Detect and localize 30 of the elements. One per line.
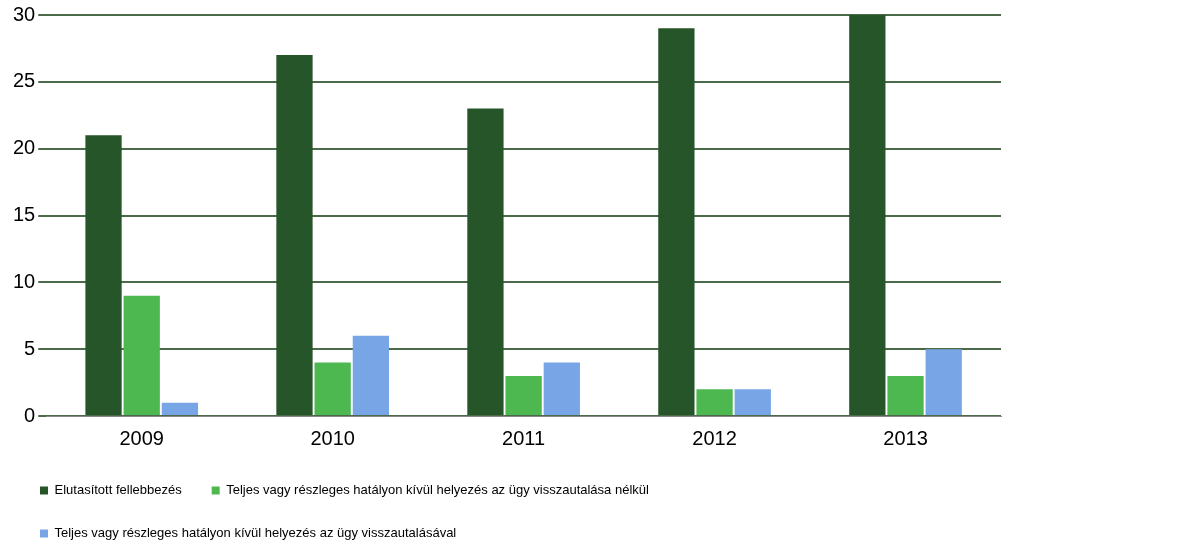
legend-label: Elutasított fellebbezés (54, 482, 183, 498)
x-tick-label: 2010 (310, 426, 355, 449)
bar (887, 375, 924, 415)
bar (696, 389, 733, 415)
x-tick-label: 2011 (502, 426, 546, 449)
bar (849, 15, 886, 415)
x-tick-label: 2013 (883, 426, 928, 449)
bar (352, 335, 389, 415)
y-tick-label: 10 (13, 269, 36, 292)
bar (276, 55, 313, 415)
bar (658, 28, 695, 415)
bar (543, 362, 580, 415)
legend-label: Teljes vagy részleges hatályon kívül helyezés az ügy visszautalása nélkül (226, 482, 650, 498)
y-tick-label: 5 (24, 336, 36, 359)
x-tick-label: 2009 (119, 426, 164, 449)
y-tick-label: 0 (24, 403, 36, 426)
x-tick-label: 2012 (692, 426, 737, 449)
bar (925, 349, 962, 415)
bar (85, 135, 122, 415)
y-tick-label: 25 (13, 69, 36, 92)
y-tick-label: 15 (13, 203, 36, 226)
bar (314, 362, 351, 415)
y-tick-label: 30 (13, 2, 36, 25)
bar (467, 108, 504, 415)
y-tick-label: 20 (13, 136, 36, 159)
legend-label: Teljes vagy részleges hatályon kívül helyezés az ügy visszautalásával (54, 525, 457, 541)
bar (161, 402, 199, 415)
bar (505, 375, 542, 415)
bar (734, 389, 771, 415)
bar (123, 295, 160, 415)
